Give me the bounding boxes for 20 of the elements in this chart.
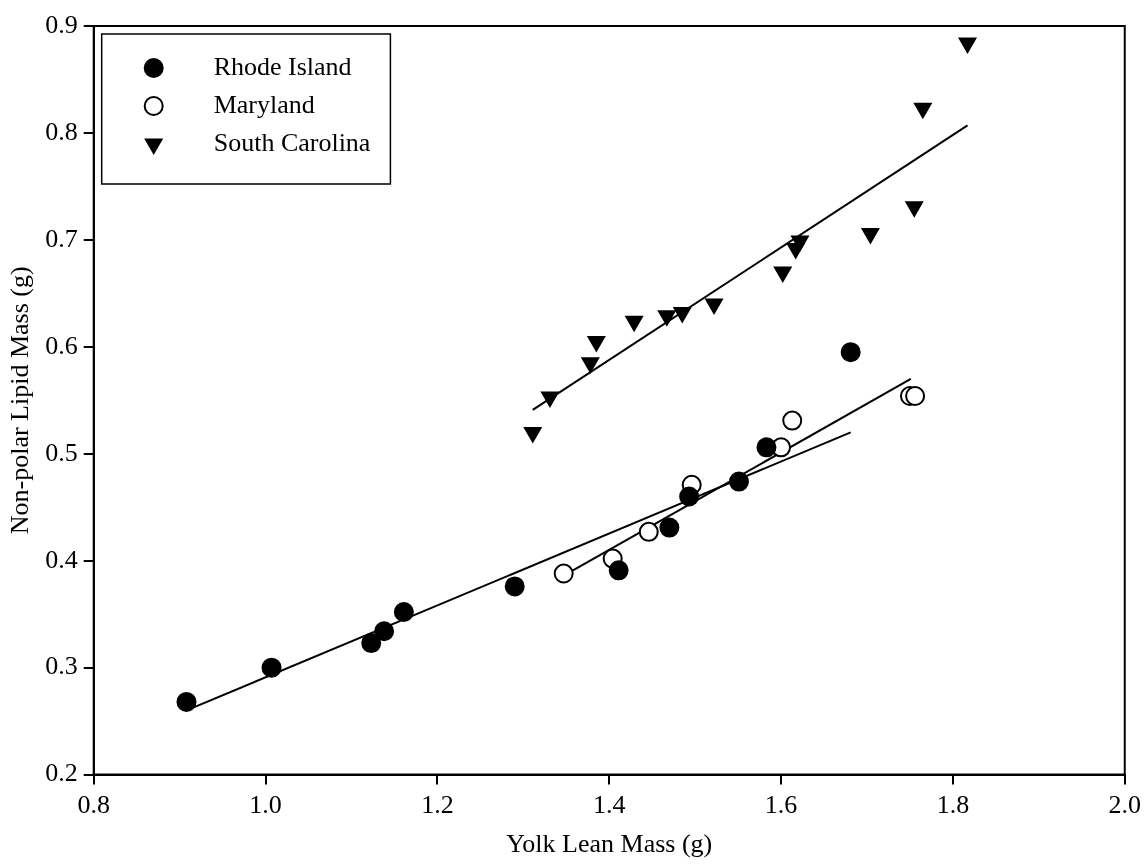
y-tick-label: 0.2 xyxy=(45,758,78,788)
x-tick-label: 2.0 xyxy=(1108,790,1141,820)
x-tick-label: 1.6 xyxy=(764,790,798,820)
legend-label: South Carolina xyxy=(213,127,371,157)
legend-label: Rhode Island xyxy=(213,51,352,81)
x-tick-label: 1.8 xyxy=(936,790,970,820)
x-tick-label: 0.8 xyxy=(77,790,110,820)
y-tick-label: 0.4 xyxy=(45,544,78,574)
y-tick-label: 0.9 xyxy=(45,9,78,39)
y-tick-label: 0.8 xyxy=(45,116,78,146)
x-axis-title: Yolk Lean Mass (g) xyxy=(506,829,713,859)
y-tick-label: 0.5 xyxy=(45,437,78,467)
y-tick-label: 0.6 xyxy=(45,330,78,360)
x-tick-label: 1.4 xyxy=(592,790,626,820)
y-axis-title: Non-polar Lipid Mass (g) xyxy=(5,266,35,535)
x-tick-label: 1.2 xyxy=(421,790,454,820)
y-tick-label: 0.7 xyxy=(45,223,78,253)
y-tick-label: 0.3 xyxy=(45,651,78,681)
x-tick-label: 1.0 xyxy=(249,790,282,820)
legend-label: Maryland xyxy=(213,89,315,119)
